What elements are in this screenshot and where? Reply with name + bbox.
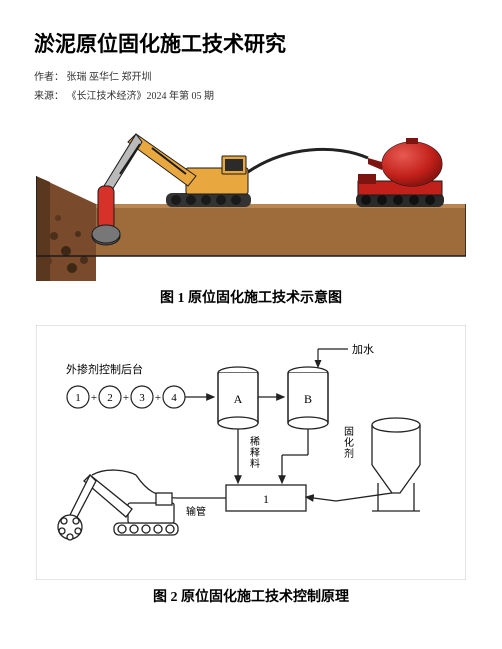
fig1-svg [36,116,466,281]
svg-text:3: 3 [139,392,145,404]
svg-text:4: 4 [171,392,177,404]
svg-text:1: 1 [75,392,81,404]
author-prefix: 作者： [34,72,64,83]
label-dilution: 稀释料 [250,435,260,470]
source-prefix: 来源： [34,91,64,102]
svg-text:B: B [304,392,312,406]
label-pipe: 输管 [186,505,206,518]
page-title: 淤泥原位固化施工技术研究 [34,28,468,58]
source: 《长江技术经济》2024 年第 05 期 [67,91,215,102]
source-line: 来源： 《长江技术经济》2024 年第 05 期 [34,87,468,102]
author-line: 作者： 张瑞 巫华仁 郑开圳 [34,68,468,83]
svg-text:+: + [155,392,161,404]
svg-text:1: 1 [263,492,269,506]
svg-text:+: + [123,392,129,404]
fig2-svg: 外掺剂控制后台 1 + 2 + 3 + 4 [36,325,466,580]
tank-b: B [288,367,328,429]
svg-text:2: 2 [107,392,113,404]
label-add-water: 加水 [352,343,374,356]
authors: 张瑞 巫华仁 郑开圳 [67,72,152,83]
svg-text:+: + [91,392,97,404]
tank-a: A [218,367,258,429]
label-additive-platform: 外掺剂控制后台 [66,362,143,376]
figure-2: 外掺剂控制后台 1 + 2 + 3 + 4 [34,325,468,606]
svg-text:A: A [234,392,243,406]
figure-1: 图 1 原位固化施工技术示意图 [34,116,468,307]
label-solidifier: 固化剂 [344,426,354,460]
figure-2-caption: 图 2 原位固化施工技术控制原理 [34,586,468,606]
figure-1-caption: 图 1 原位固化施工技术示意图 [34,287,468,307]
